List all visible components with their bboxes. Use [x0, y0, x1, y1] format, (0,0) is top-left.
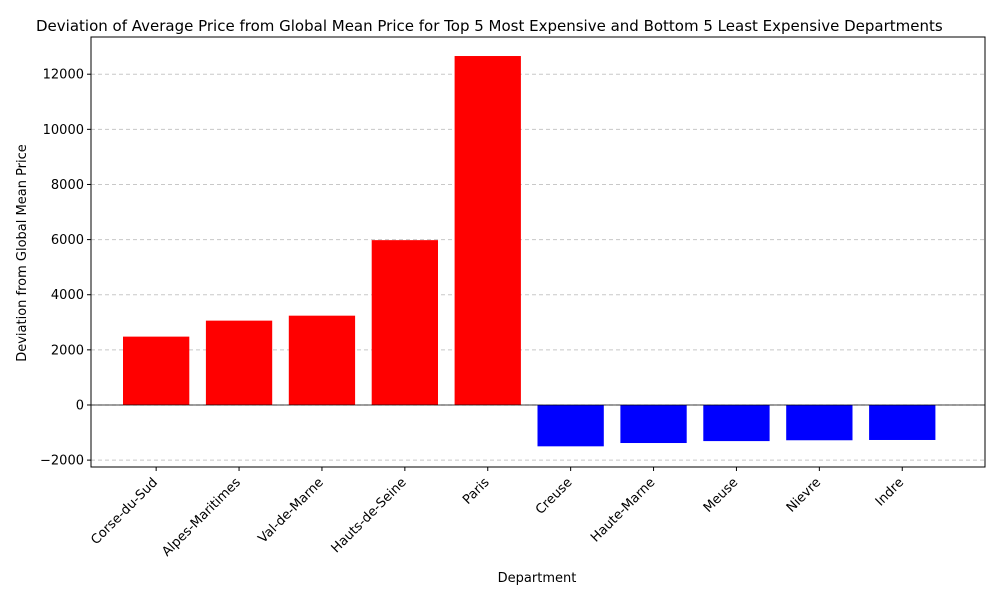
x-tick-label: Paris [460, 475, 493, 508]
bar [205, 320, 273, 405]
x-tick-label: Creuse [533, 475, 576, 518]
bars-group [123, 56, 936, 447]
x-tick-label: Haute-Marne [588, 475, 658, 545]
y-tick-label: 0 [76, 398, 84, 413]
chart-title: Deviation of Average Price from Global M… [36, 17, 943, 35]
y-tick-label: 10000 [43, 123, 84, 138]
y-tick-label: 2000 [51, 343, 84, 358]
x-tick-label: Meuse [701, 475, 741, 515]
bar [371, 240, 438, 405]
y-axis-ticks: −2000 0 2000 4000 6000 8000 10000 12000 [40, 68, 91, 469]
x-axis-label: Department [498, 571, 577, 586]
y-tick-label: 12000 [43, 68, 84, 83]
y-tick-label: 4000 [51, 288, 84, 303]
y-tick-label: 6000 [51, 233, 84, 248]
y-tick-label: −2000 [40, 454, 84, 469]
x-tick-label: Indre [873, 475, 907, 509]
bar [786, 404, 853, 441]
x-tick-label: Nievre [784, 475, 824, 515]
plot-frame [90, 36, 986, 468]
bar [703, 404, 770, 442]
bar [869, 404, 936, 440]
y-axis-label: Deviation from Global Mean Price [15, 144, 30, 362]
x-tick-label: Corse-du-Sud [88, 475, 161, 548]
x-tick-label: Hauts-de-Seine [329, 475, 410, 556]
x-tick-label: Val-de-Marne [256, 475, 327, 546]
bar [620, 404, 687, 444]
bar [288, 315, 356, 405]
bar [123, 336, 190, 405]
bar [454, 56, 521, 405]
y-tick-label: 8000 [51, 178, 84, 193]
bar [537, 404, 604, 447]
x-tick-label: Alpes-Maritimes [159, 475, 244, 560]
